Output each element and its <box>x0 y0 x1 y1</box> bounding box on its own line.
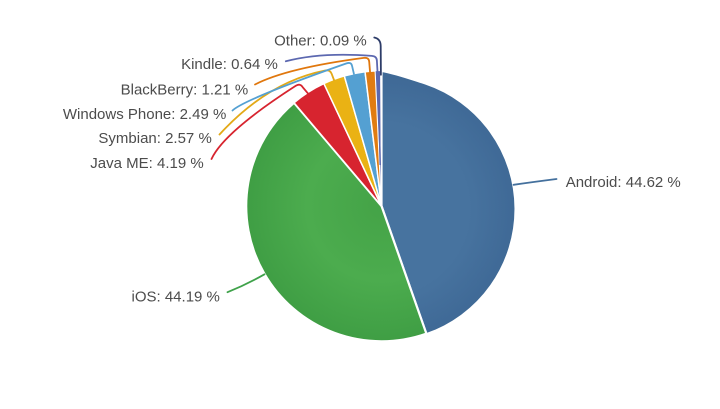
svg-text:Windows Phone: 2.49 %: Windows Phone: 2.49 % <box>63 106 226 123</box>
svg-text:Java ME: 4.19 %: Java ME: 4.19 % <box>90 155 203 172</box>
svg-text:Other: 0.09 %: Other: 0.09 % <box>274 33 367 50</box>
svg-text:BlackBerry: 1.21 %: BlackBerry: 1.21 % <box>121 82 249 99</box>
svg-text:Android: 44.62 %: Android: 44.62 % <box>566 174 681 191</box>
svg-text:Kindle: 0.64 %: Kindle: 0.64 % <box>181 56 278 73</box>
svg-text:Symbian: 2.57 %: Symbian: 2.57 % <box>98 130 211 147</box>
svg-text:iOS: 44.19 %: iOS: 44.19 % <box>132 289 220 306</box>
